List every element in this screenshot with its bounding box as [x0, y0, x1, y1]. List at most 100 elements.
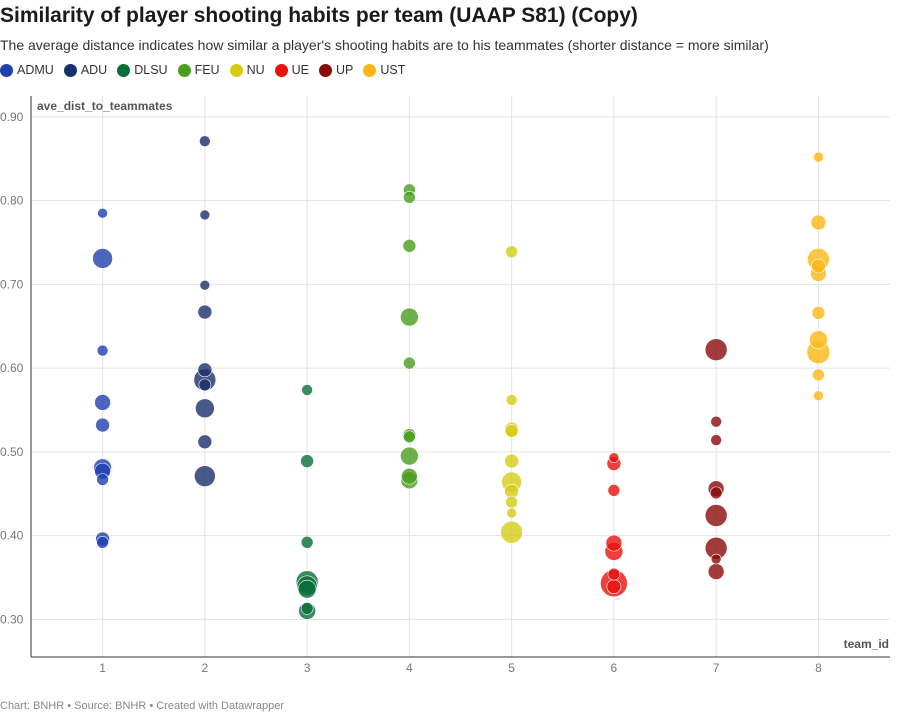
data-point [813, 151, 824, 163]
legend: ADMU ADU DLSU FEU NU UE UP UST [0, 63, 405, 77]
data-point [403, 191, 416, 204]
data-point [710, 553, 722, 565]
data-point [300, 454, 314, 468]
legend-label: UE [291, 63, 309, 77]
data-point [92, 248, 113, 269]
data-point [607, 567, 621, 581]
x-tick-label: 4 [406, 661, 413, 675]
x-tick-label: 8 [815, 661, 822, 675]
legend-item: UST [363, 63, 405, 77]
x-axis-label: team_id [844, 637, 889, 651]
legend-label: DLSU [134, 63, 168, 77]
data-point [400, 307, 419, 327]
legend-label: FEU [194, 63, 220, 77]
y-tick-label: 0.40 [0, 529, 24, 543]
chart-footer: Chart: BNHR • Source: BNHR • Created wit… [0, 700, 285, 712]
legend-label: UST [380, 63, 406, 77]
chart-title: Similarity of player shooting habits per… [0, 4, 638, 27]
x-tick-label: 6 [611, 661, 618, 675]
data-point [505, 394, 518, 406]
data-point [809, 330, 828, 349]
data-point [813, 390, 824, 402]
y-tick-label: 0.50 [0, 445, 24, 459]
data-point [704, 504, 728, 527]
legend-label: UP [336, 63, 354, 77]
legend-item: DLSU [117, 63, 168, 77]
data-point [95, 417, 110, 433]
legend-swatch [363, 63, 377, 77]
data-point [812, 368, 825, 382]
data-point [505, 245, 518, 259]
data-point [97, 207, 108, 219]
y-axis-label: ave_dist_to_teammates [37, 99, 173, 113]
data-point [504, 424, 519, 438]
data-point [198, 378, 212, 392]
data-point [94, 394, 111, 411]
data-point [400, 446, 419, 466]
legend-item: UE [274, 63, 309, 77]
data-point [300, 602, 314, 615]
legend-swatch [0, 63, 13, 77]
legend-swatch [229, 63, 243, 77]
data-point [606, 579, 622, 594]
data-point [300, 535, 314, 549]
data-point [710, 415, 722, 428]
data-point [707, 563, 725, 580]
scatter-plot: 0.30 0.40 0.50 0.60 0.70 0.80 0.90 1 2 3 4 5 6 7 8 ave_… [0, 96, 890, 675]
data-point [197, 434, 213, 450]
data-point [811, 306, 826, 320]
data-point [301, 384, 313, 396]
x-tick-label: 1 [99, 661, 106, 675]
data-point [704, 338, 728, 362]
data-point [197, 362, 213, 378]
data-point [504, 453, 519, 469]
legend-item: FEU [177, 63, 220, 77]
y-tick-label: 0.90 [0, 110, 24, 124]
data-point [608, 452, 620, 464]
legend-swatch [177, 63, 191, 77]
legend-label: ADMU [17, 63, 54, 77]
data-point [199, 279, 211, 291]
data-point [607, 484, 621, 497]
data-point [810, 214, 827, 231]
legend-swatch [274, 63, 288, 77]
legend-item: NU [229, 63, 265, 77]
data-point [194, 465, 216, 487]
data-point [195, 398, 215, 419]
legend-swatch [117, 63, 131, 77]
x-tick-label: 2 [202, 661, 209, 675]
data-point [96, 344, 109, 357]
legend-swatch [319, 63, 332, 77]
data-point [199, 135, 211, 148]
data-point [402, 239, 417, 253]
legend-swatch [63, 63, 77, 77]
data-point [197, 304, 213, 320]
y-tick-label: 0.80 [0, 194, 24, 208]
data-point [710, 434, 722, 446]
data-point [96, 473, 109, 486]
data-point [199, 209, 211, 221]
data-point [403, 430, 416, 444]
legend-item: UP [319, 63, 353, 77]
data-point [506, 507, 517, 519]
legend-item: ADU [63, 63, 108, 77]
legend-item: ADMU [0, 63, 54, 77]
y-tick-label: 0.60 [0, 361, 24, 375]
x-tick-label: 5 [508, 661, 515, 675]
data-point [605, 534, 623, 552]
x-tick-label: 3 [304, 661, 311, 675]
data-point [811, 258, 826, 274]
data-point [401, 467, 418, 485]
data-point [709, 486, 723, 500]
data-point [500, 520, 523, 544]
chart-subtitle: The average distance indicates how simil… [0, 37, 769, 53]
x-tick-label: 7 [713, 661, 720, 675]
data-point [297, 579, 317, 599]
data-point [505, 495, 518, 509]
y-tick-label: 0.70 [0, 277, 24, 291]
data-point [96, 535, 109, 549]
legend-label: ADU [80, 63, 108, 77]
data-point [403, 356, 416, 370]
y-tick-label: 0.30 [0, 612, 24, 626]
legend-label: NU [246, 63, 265, 77]
